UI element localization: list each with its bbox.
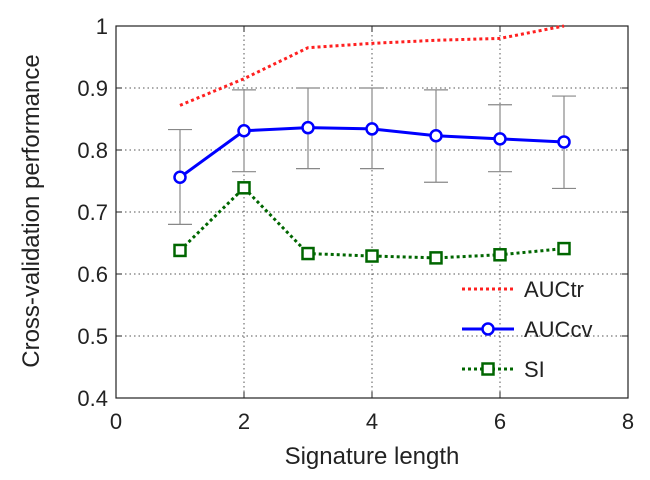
y-tick-label: 0.5	[77, 324, 108, 349]
series	[168, 24, 576, 265]
auccv-data-point	[365, 122, 379, 136]
auccv-data-point	[557, 135, 571, 149]
grid	[116, 26, 628, 398]
si-data-point	[429, 251, 443, 265]
legend-si-label: SI	[524, 357, 545, 382]
y-axis-label: Cross-validation performance	[18, 54, 45, 367]
x-tick-label: 4	[366, 409, 378, 434]
legend-auccv-marker	[481, 322, 495, 336]
si-data-point	[237, 181, 251, 195]
y-tick-label: 1	[96, 14, 108, 39]
auccv-data-point	[493, 132, 507, 146]
x-tick-label: 2	[238, 409, 250, 434]
x-tick-label: 0	[110, 409, 122, 434]
legend-auccv-label: AUCcv	[524, 317, 592, 342]
legend-auctr-label: AUCtr	[524, 277, 584, 302]
si-data-point	[173, 243, 187, 258]
auccv-data-point	[301, 120, 315, 135]
y-tick-label: 0.9	[77, 76, 108, 101]
si-data-point	[493, 248, 507, 262]
si-data-point	[365, 249, 379, 263]
auccv-data-point	[237, 124, 251, 138]
axes: 0 2 4 6 8 0.4 0.5 0.6 0.7 0.8 0.9 1	[77, 14, 634, 434]
x-tick-label: 6	[494, 409, 506, 434]
x-axis-label: Signature length	[285, 443, 460, 470]
y-tick-label: 0.8	[77, 138, 108, 163]
y-tick-label: 0.4	[77, 386, 108, 411]
y-tick-label: 0.6	[77, 262, 108, 287]
auccv-data-point	[173, 170, 187, 185]
y-tick-label: 0.7	[77, 200, 108, 225]
si-data-point	[301, 246, 315, 261]
auccv-data-point	[429, 128, 443, 143]
legend: AUCtr AUCcv SI	[462, 277, 592, 382]
si-data-point	[557, 241, 571, 256]
auctr-series-line	[179, 24, 565, 107]
legend-si-marker	[481, 362, 495, 376]
x-tick-label: 8	[622, 409, 634, 434]
